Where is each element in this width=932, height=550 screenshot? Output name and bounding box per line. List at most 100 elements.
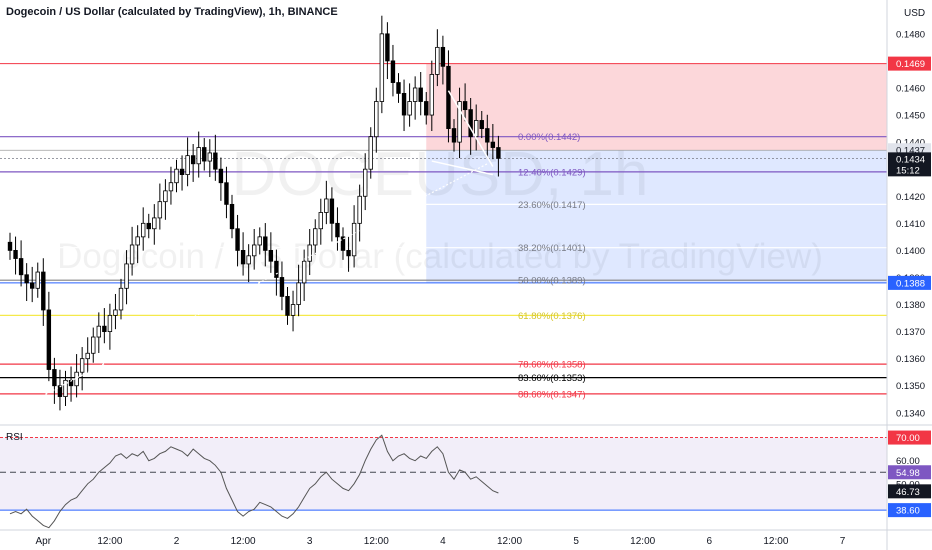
candle-body: [251, 244, 257, 257]
candle-body: [224, 182, 229, 205]
candle-body: [446, 65, 451, 129]
rsi-tick: 60.00: [896, 456, 920, 467]
candle: [490, 123, 496, 160]
stop-loss-zone: [426, 63, 887, 151]
candle: [146, 213, 151, 239]
candle-body: [52, 369, 57, 387]
candle: [313, 219, 318, 255]
time-tick: 2: [174, 536, 180, 547]
candle-body: [7, 241, 13, 251]
candle: [340, 227, 346, 260]
candle-body: [124, 263, 129, 289]
chart-title: Dogecoin / US Dollar (calculated by Trad…: [6, 6, 338, 18]
candle-body: [285, 296, 290, 316]
candle: [185, 137, 190, 187]
candle-body: [346, 249, 351, 257]
time-tick: 5: [573, 536, 579, 547]
price-axis[interactable]: [887, 0, 932, 550]
candle-body: [102, 325, 107, 333]
candle: [412, 76, 418, 120]
countdown-label: 15:12: [896, 165, 920, 176]
candle-body: [307, 244, 312, 262]
time-tick: 4: [440, 536, 446, 547]
candle-body: [229, 203, 235, 230]
candle-body: [13, 249, 18, 259]
price-tick: 0.1370: [896, 327, 925, 338]
candle-body: [457, 101, 462, 143]
candle-body: [268, 249, 274, 262]
candle-body: [168, 182, 174, 192]
current-price-badge: [888, 152, 931, 177]
resistance-price-badge: [888, 56, 931, 71]
time-tick: 12:00: [364, 536, 389, 547]
candle: [263, 223, 268, 267]
candle: [318, 198, 323, 245]
candle-body: [362, 168, 368, 197]
candle-body: [157, 201, 163, 219]
candle-body: [24, 274, 29, 284]
candle-body: [29, 282, 35, 289]
candle-body: [46, 309, 52, 370]
time-tick: 12:00: [231, 536, 256, 547]
candle-body: [357, 195, 362, 224]
price-tick: 0.1360: [896, 354, 925, 365]
candle: [368, 127, 373, 179]
candle: [18, 240, 24, 287]
candle-body: [35, 271, 40, 289]
candle: [79, 347, 85, 391]
candle: [468, 97, 473, 155]
candle: [279, 261, 285, 311]
candle: [329, 187, 335, 242]
rsi-band: [0, 437, 887, 511]
candle: [52, 357, 57, 404]
price-tick: 0.1440: [896, 138, 925, 149]
candle-body: [418, 87, 423, 102]
candle: [435, 29, 440, 87]
candle-body: [440, 46, 446, 67]
candle-body: [374, 101, 379, 138]
fib-label-2: 23.60%(0.1417): [518, 200, 586, 211]
candle: [96, 312, 101, 353]
candle: [307, 229, 312, 276]
candle-body: [462, 101, 468, 111]
candle: [74, 354, 79, 398]
price-tick: 0.1350: [896, 381, 925, 392]
candle-body: [185, 155, 190, 176]
candle-body: [318, 212, 323, 230]
candle-body: [63, 379, 68, 397]
candle: [235, 214, 240, 267]
candle-body: [479, 120, 484, 129]
candle-body: [435, 46, 440, 75]
candle: [168, 166, 174, 205]
time-tick: 7: [840, 536, 846, 547]
candle: [424, 92, 429, 125]
candle: [440, 35, 446, 85]
candle-body: [91, 336, 96, 354]
candle: [179, 155, 185, 191]
candle: [346, 236, 351, 272]
candle-body: [351, 222, 357, 257]
candle-body: [146, 222, 151, 230]
candle-body: [196, 147, 201, 165]
candle-body: [190, 155, 196, 165]
price-tick: 0.1340: [896, 408, 925, 419]
candle: [107, 303, 113, 350]
candle: [63, 370, 68, 407]
candle: [13, 236, 18, 275]
candle-body: [113, 309, 118, 316]
candle-body: [324, 198, 329, 213]
price-tick: 0.1460: [896, 83, 925, 94]
candle: [429, 60, 434, 132]
candle-body: [140, 222, 146, 238]
candle: [290, 290, 296, 332]
candle-body: [401, 92, 407, 116]
price-tick: 0.1380: [896, 300, 925, 311]
candle: [152, 204, 157, 245]
candle: [174, 159, 179, 193]
rsi-line: [9, 434, 499, 529]
candle: [479, 110, 484, 139]
fib-label-0: 0.00%(0.1442): [518, 132, 580, 143]
candle-body: [85, 352, 90, 360]
